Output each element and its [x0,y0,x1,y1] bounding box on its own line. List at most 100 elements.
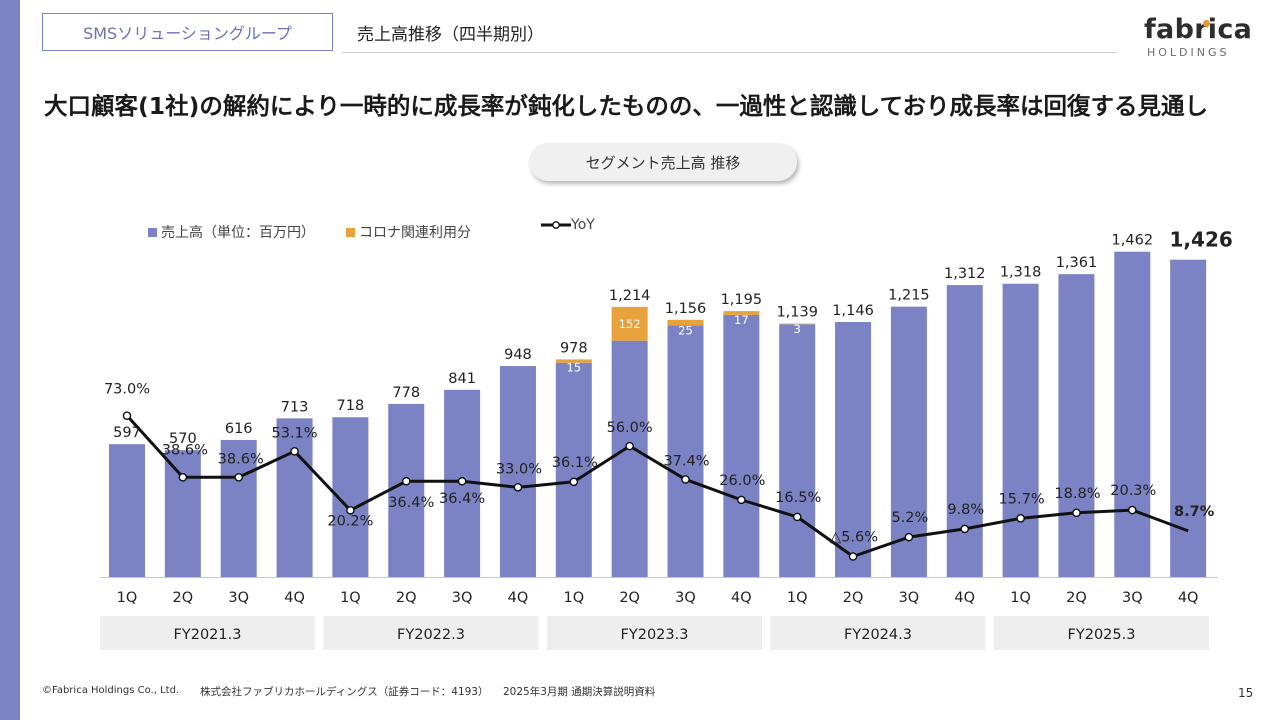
fy-group-band [100,616,315,650]
sales-bar [1058,274,1095,577]
sales-value-label: 616 [225,421,253,437]
x-tick-label: 4Q [731,590,752,606]
chart-title: セグメント売上高 推移 [585,153,741,172]
sales-value-label: 778 [392,385,420,401]
sales-value-label: 1,214 [609,288,651,304]
sales-bar [667,325,704,577]
footer-company: 株式会社ファブリカホールディングス（証券コード：4193） [200,686,489,698]
yoy-value-label: 38.6% [162,442,208,458]
yoy-value-label: 16.5% [775,490,821,506]
sales-value-label: 978 [560,340,588,356]
left-accent-bar [0,0,20,720]
fy-group-band [994,616,1209,650]
x-tick-label: 4Q [954,590,975,606]
legend-label-sales: 売上高（単位：百万円） [161,225,315,241]
sales-bar [611,340,648,577]
yoy-value-label: 73.0% [104,382,150,398]
fy-group-label: FY2025.3 [1068,627,1136,643]
yoy-point [290,447,299,456]
fy-group-label: FY2021.3 [174,627,242,643]
x-tick-label: 4Q [508,590,529,606]
sales-bar [499,366,536,577]
yoy-point [122,411,132,420]
fy-group-band [323,616,539,650]
yoy-point [234,472,243,482]
corona-value-label: 25 [678,323,693,337]
sales-bar [164,450,201,577]
yoy-point [681,475,690,484]
yoy-point [457,476,467,486]
sales-bar [835,322,872,577]
logo-wordmark: fabrica [1144,14,1253,45]
x-tick-label: 4Q [284,590,305,606]
legend-item-yoy: YoY [541,217,595,233]
sales-value-label: 1,215 [888,288,930,304]
sales-bar [109,444,145,577]
subtitle-divider [342,52,1117,53]
x-tick-label: 2Q [396,590,417,606]
segment-label: SMSソリューショングループ [83,24,292,43]
sales-value-label: 1,361 [1056,255,1098,271]
yoy-value-label: 20.3% [1110,483,1156,499]
yoy-value-label: 20.2% [327,513,373,529]
yoy-value-label: 9.8% [947,502,984,518]
yoy-point [346,505,355,515]
sales-value-label: 1,312 [944,266,986,282]
sales-value-label: 713 [281,399,309,415]
yoy-value-label: △5.6% [830,530,878,546]
sales-bar [946,285,983,577]
yoy-point [737,495,746,505]
yoy-value-label: 36.1% [552,455,598,471]
x-tick-label: 1Q [1010,590,1031,606]
footer-document: 2025年3月期 通期決算説明資料 [503,686,656,698]
sales-bar [723,314,760,577]
sales-value-label: 1,462 [1112,233,1154,249]
corona-value-label: 152 [619,317,641,331]
x-tick-label: 2Q [173,590,194,606]
sales-bar [890,306,927,577]
fy-group-label: FY2023.3 [621,627,689,643]
yoy-value-label: 8.7% [1174,504,1215,520]
sales-value-label: 1,139 [776,305,818,321]
fy-group-label: FY2024.3 [844,627,912,643]
x-tick-label: 1Q [117,590,138,606]
corona-value-label: 15 [566,361,581,375]
corona-value-label: 3 [794,322,801,336]
logo-subtext: HOLDINGS [1147,46,1230,59]
page-number: 15 [1238,686,1254,700]
corona-bar [779,323,816,325]
yoy-value-label: 53.1% [272,425,318,441]
x-tick-label: 1Q [563,590,584,606]
yoy-point [848,552,858,561]
sales-value-label: 1,146 [832,303,874,319]
footer-copyright: ©Fabrica Holdings Co., Ltd. [42,685,180,696]
x-tick-label: 3Q [1122,590,1143,606]
x-tick-label: 3Q [675,590,696,606]
segment-label-box: SMSソリューショングループ [42,13,333,51]
x-tick-label: 2Q [619,590,640,606]
sales-bar [388,403,425,577]
sales-bar [276,418,313,577]
yoy-point [178,472,188,482]
sales-bar [220,439,257,577]
sales-value-label: 948 [504,347,532,363]
x-tick-label: 2Q [1066,590,1087,606]
yoy-point [625,441,634,451]
yoy-value-label: 56.0% [607,420,653,436]
x-tick-label: 3Q [452,590,473,606]
yoy-value-label: 26.0% [719,473,765,489]
yoy-point [401,476,411,486]
headline: 大口顧客(1社)の解約により一時的に成長率が鈍化したものの、一過性と認識しており… [44,92,1208,120]
logo-dot-icon [1203,20,1210,27]
corona-value-label: 17 [734,313,749,327]
sales-bar [555,362,592,577]
corona-bar [667,319,704,326]
legend-swatch-sales [148,227,157,237]
yoy-point [960,524,970,534]
yoy-point [513,483,523,492]
sales-value-label: 718 [337,398,365,414]
sales-value-label: 841 [448,371,476,387]
x-tick-label: 3Q [899,590,920,606]
x-tick-label: 3Q [228,590,249,606]
